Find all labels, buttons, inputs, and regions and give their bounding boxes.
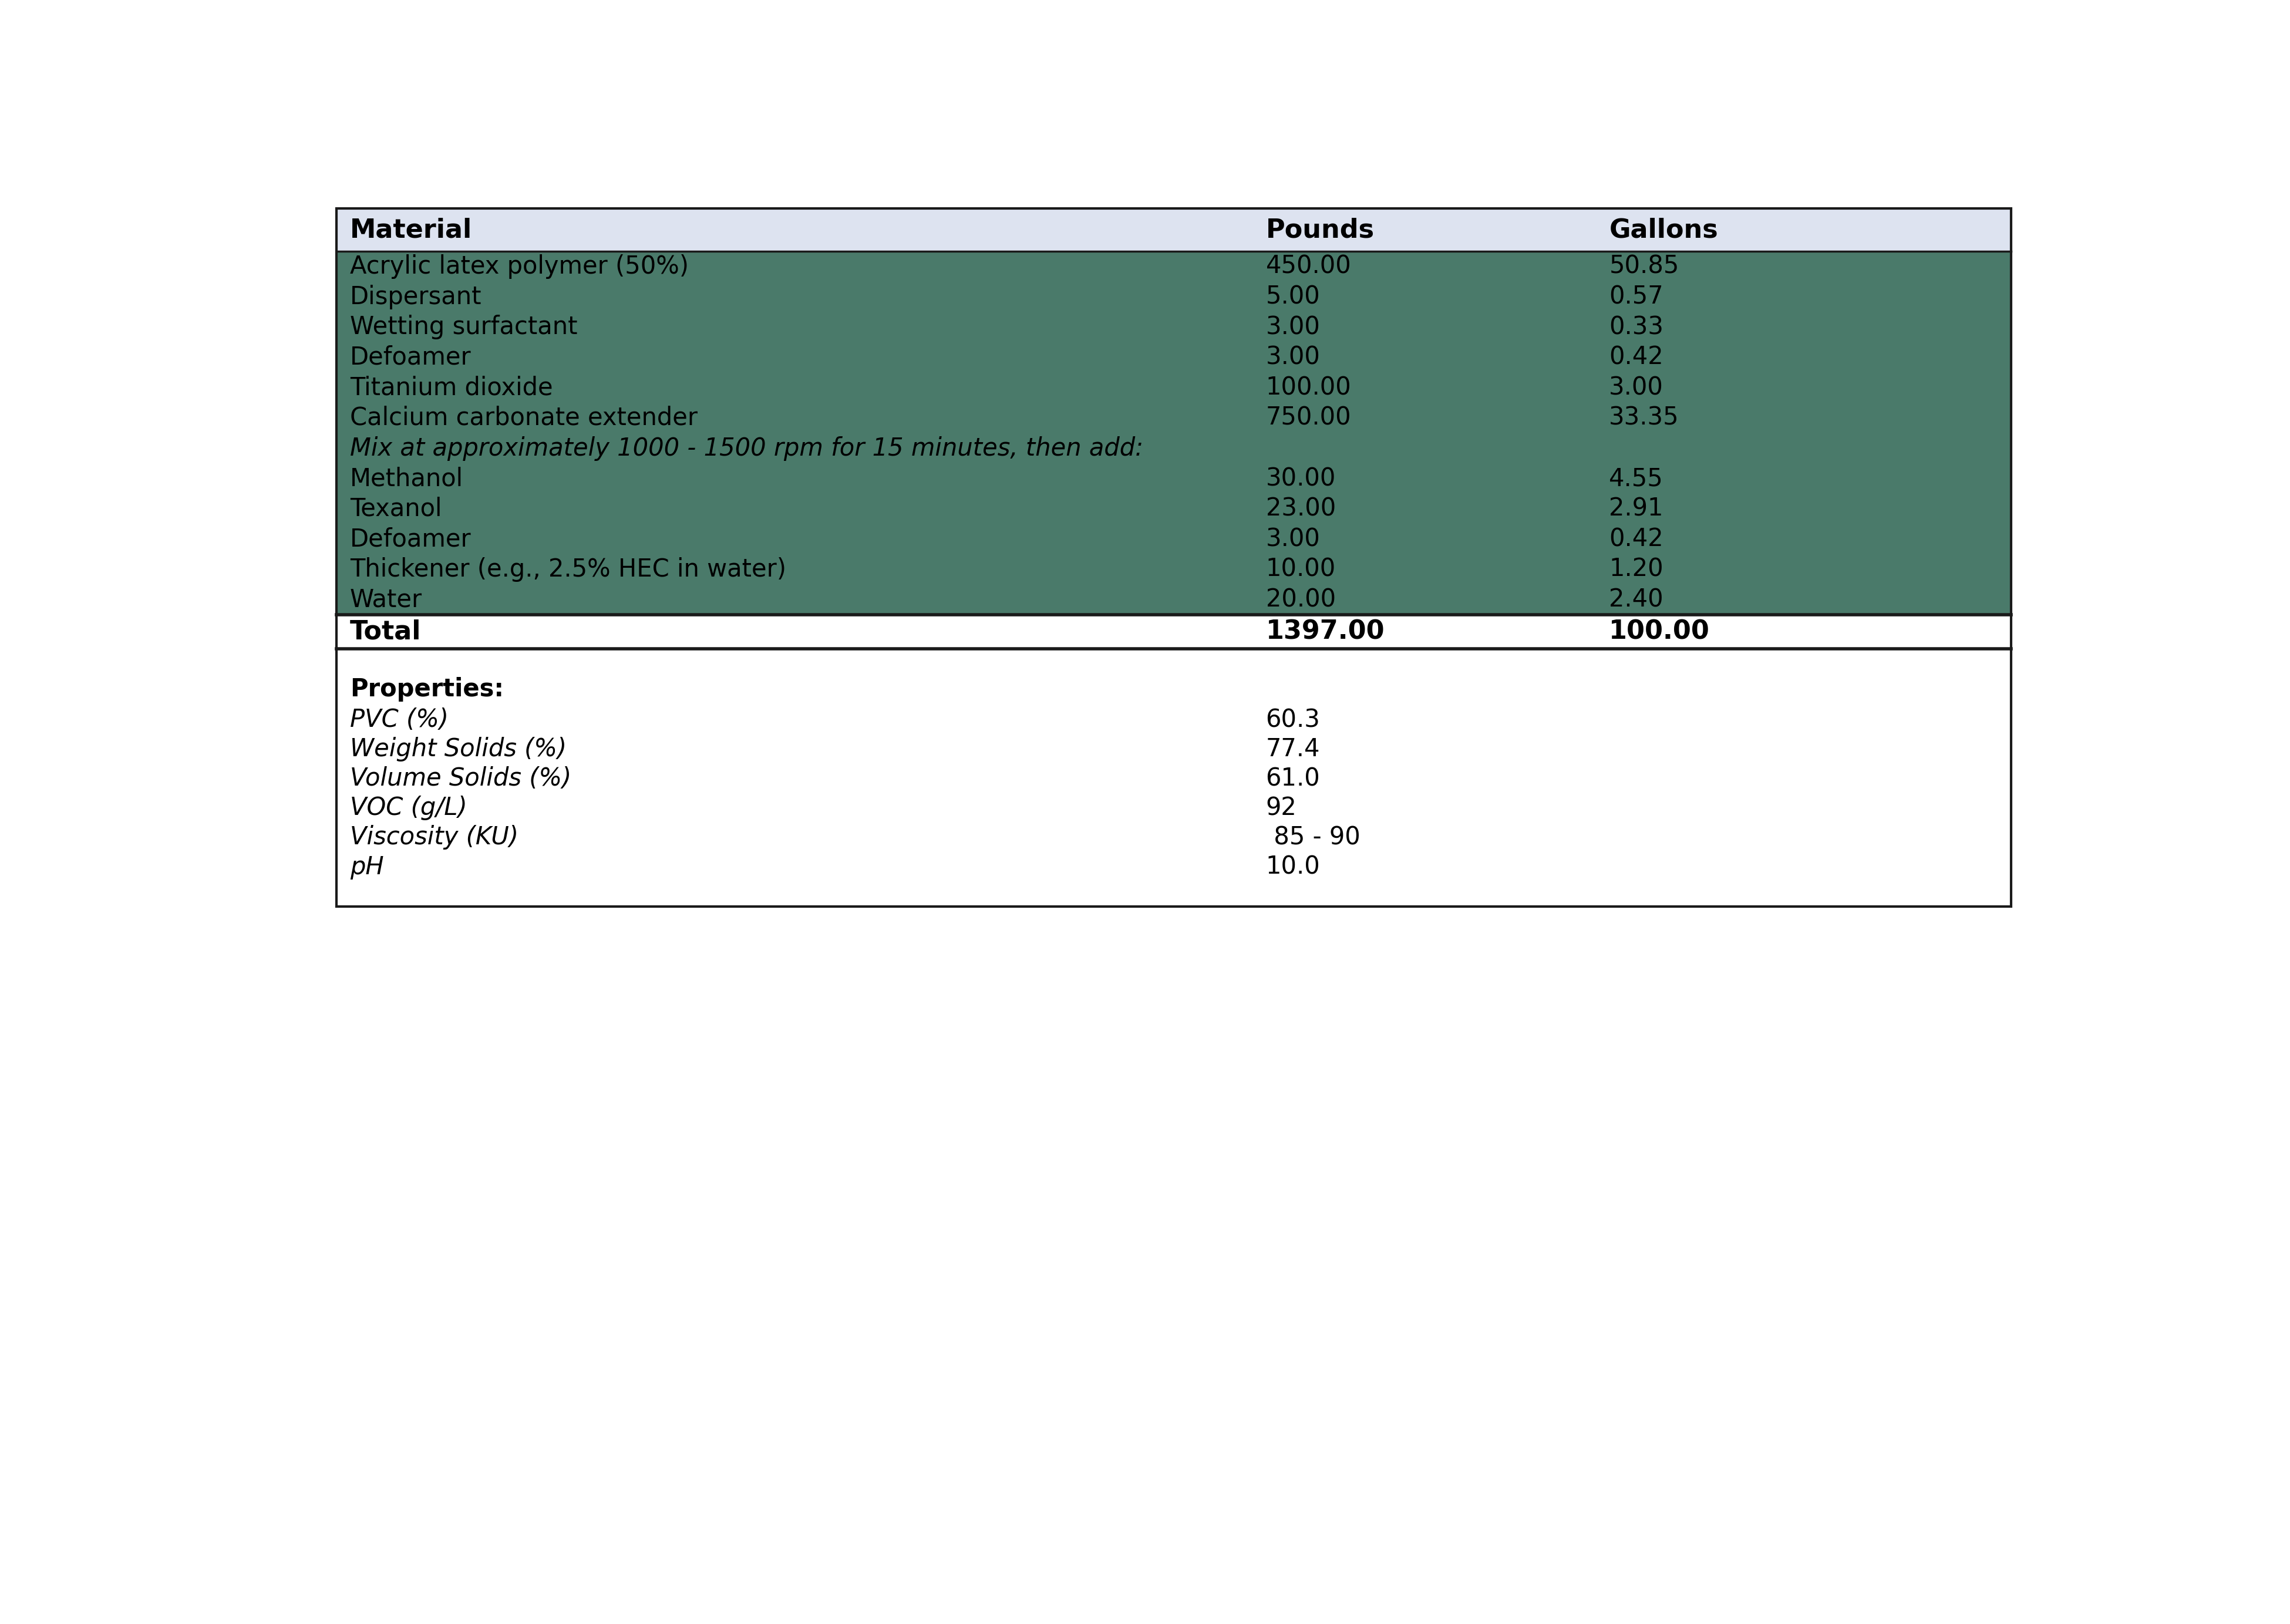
Text: 10.0: 10.0	[1266, 854, 1321, 879]
Text: PVC (%): PVC (%)	[350, 708, 449, 732]
Text: 33.35: 33.35	[1610, 406, 1679, 430]
Bar	[337, 674, 2011, 906]
Bar	[337, 615, 2011, 648]
Text: 20.00: 20.00	[1266, 588, 1335, 612]
Text: 750.00: 750.00	[1266, 406, 1351, 430]
Text: Material: Material	[350, 218, 472, 242]
Text: 0.42: 0.42	[1610, 526, 1663, 552]
Text: 50.85: 50.85	[1610, 255, 1679, 279]
Text: 1397.00: 1397.00	[1266, 619, 1385, 645]
Text: 450.00: 450.00	[1266, 255, 1351, 279]
Text: 2.91: 2.91	[1610, 497, 1663, 521]
Bar	[337, 648, 2011, 674]
Text: 92: 92	[1266, 796, 1296, 820]
Bar	[337, 252, 2011, 615]
Text: VOC (g/L): VOC (g/L)	[350, 796, 467, 820]
Text: 3.00: 3.00	[1610, 375, 1663, 400]
Text: 0.33: 0.33	[1610, 315, 1663, 339]
Text: 100.00: 100.00	[1266, 375, 1351, 400]
Text: 3.00: 3.00	[1266, 526, 1321, 552]
Text: Weight Solids (%): Weight Solids (%)	[350, 737, 566, 762]
Text: Water: Water	[350, 588, 421, 612]
Text: Defoamer: Defoamer	[350, 526, 472, 552]
Text: Volume Solids (%): Volume Solids (%)	[350, 767, 572, 791]
Text: Defoamer: Defoamer	[350, 344, 472, 370]
Text: 3.00: 3.00	[1266, 315, 1321, 339]
Text: 77.4: 77.4	[1266, 737, 1319, 762]
Text: 85 - 90: 85 - 90	[1266, 825, 1360, 849]
Text: 0.57: 0.57	[1610, 284, 1663, 309]
Text: Texanol: Texanol	[350, 497, 442, 521]
Text: 60.3: 60.3	[1266, 708, 1321, 732]
Text: pH: pH	[350, 854, 385, 879]
Text: 4.55: 4.55	[1610, 466, 1663, 490]
Text: 5.00: 5.00	[1266, 284, 1321, 309]
Text: 61.0: 61.0	[1266, 767, 1321, 791]
Text: Total: Total	[350, 619, 421, 645]
Text: 1.20: 1.20	[1610, 557, 1663, 581]
Text: Calcium carbonate extender: Calcium carbonate extender	[350, 406, 698, 430]
Bar	[337, 208, 2011, 252]
Text: 10.00: 10.00	[1266, 557, 1335, 581]
Text: Wetting surfactant: Wetting surfactant	[350, 315, 577, 339]
Text: Viscosity (KU): Viscosity (KU)	[350, 825, 518, 849]
Bar	[337, 208, 2011, 906]
Text: Properties:: Properties:	[350, 677, 504, 702]
Text: Methanol: Methanol	[350, 466, 463, 490]
Text: 30.00: 30.00	[1266, 466, 1335, 490]
Text: 2.40: 2.40	[1610, 588, 1663, 612]
Text: Dispersant: Dispersant	[350, 284, 481, 309]
Text: Gallons: Gallons	[1610, 218, 1718, 242]
Text: Acrylic latex polymer (50%): Acrylic latex polymer (50%)	[350, 255, 689, 279]
Text: Titanium dioxide: Titanium dioxide	[350, 375, 552, 400]
Text: Pounds: Pounds	[1266, 218, 1374, 242]
Text: 23.00: 23.00	[1266, 497, 1335, 521]
Text: 0.42: 0.42	[1610, 344, 1663, 370]
Text: 100.00: 100.00	[1610, 619, 1711, 645]
Text: Thickener (e.g., 2.5% HEC in water): Thickener (e.g., 2.5% HEC in water)	[350, 557, 785, 581]
Text: Mix at approximately 1000 - 1500 rpm for 15 minutes, then add:: Mix at approximately 1000 - 1500 rpm for…	[350, 435, 1143, 461]
Text: 3.00: 3.00	[1266, 344, 1321, 370]
